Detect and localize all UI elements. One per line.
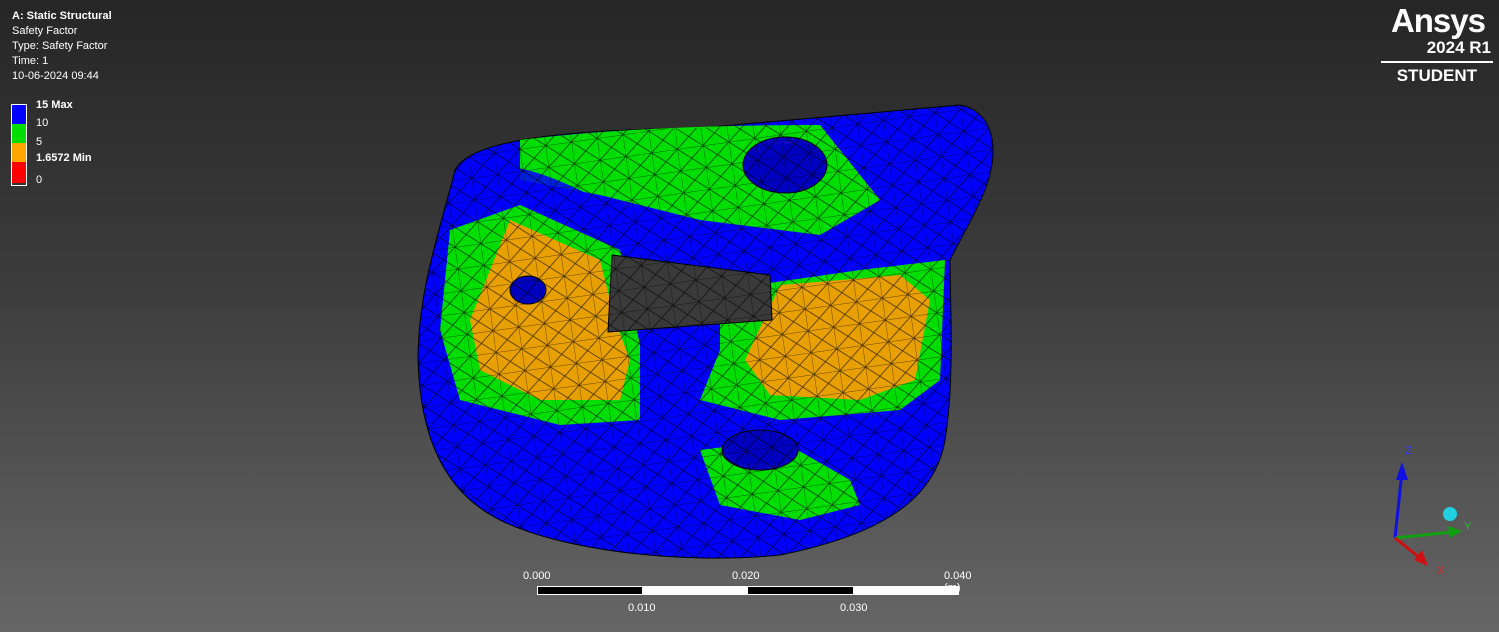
result-type: Type: Safety Factor [12,40,108,52]
legend-band-red [12,162,26,183]
legend-color-bar [11,104,27,186]
scale-segment-3 [747,586,854,595]
isometric-view-ball-icon[interactable] [1443,507,1457,521]
scale-segment-2 [643,586,747,595]
analysis-title: A: Static Structural [12,10,112,22]
scale-label-0: 0.000 [523,570,551,582]
legend-band-green [12,124,26,143]
axis-triad[interactable]: Z Y X [1380,440,1480,580]
scale-segment-4 [854,586,959,595]
legend-band-blue [12,105,26,124]
logo-brand: Ansys [1390,2,1486,39]
result-name: Safety Factor [12,25,78,37]
legend-band-orange [12,143,26,162]
z-axis [1393,471,1404,539]
z-arrow-icon [1396,462,1408,480]
color-legend[interactable]: 15 Max 10 5 1.6572 Min 0 [11,98,131,193]
z-label: Z [1405,445,1412,457]
x-axis [1394,536,1421,560]
y-arrow-icon [1448,526,1462,538]
result-info: A: Static Structural Safety Factor Type:… [12,9,112,84]
x-arrow-icon [1414,550,1428,566]
logo-divider [1381,61,1493,63]
legend-label-10: 10 [36,117,49,129]
legend-min-label: 1.6572 Min [36,152,92,164]
part-body[interactable] [417,104,994,559]
legend-label-5: 5 [36,136,43,148]
ansys-logo: Ansys 2024 R1 STUDENT [1369,0,1499,95]
scale-segment-1 [537,586,643,595]
scale-label-010: 0.010 [628,602,656,614]
x-label: X [1437,565,1445,577]
y-axis [1394,530,1453,540]
legend-max-label: 15 Max [36,99,73,111]
result-date: 10-06-2024 09:44 [12,70,99,82]
scale-label-020: 0.020 [732,570,760,582]
legend-label-0: 0 [36,174,43,186]
scale-bar: 0.000 0.020 0.040 (m) 0.010 0.030 [520,568,980,618]
logo-version: 2024 R1 [1426,38,1491,57]
logo-edition: STUDENT [1396,66,1477,85]
y-label: Y [1464,521,1472,533]
scale-label-030: 0.030 [840,602,868,614]
result-time: Time: 1 [12,55,49,67]
